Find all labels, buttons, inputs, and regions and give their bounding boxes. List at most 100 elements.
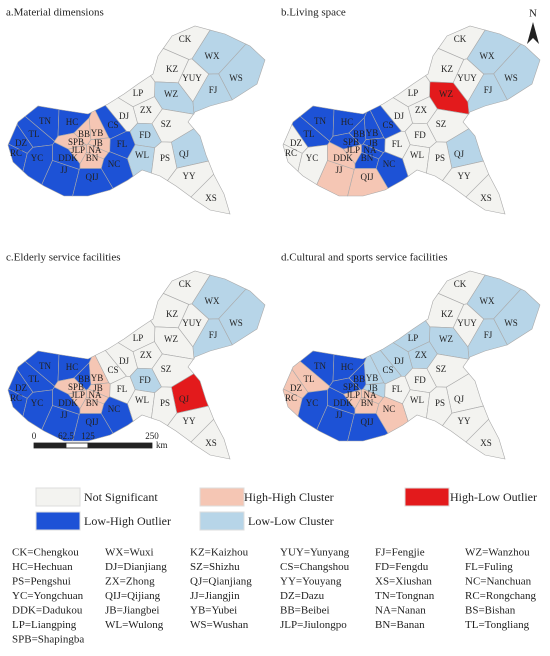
district-label: CS <box>107 365 118 375</box>
district-label: JLP <box>346 390 360 400</box>
key-entry: WX=Wuxi <box>105 547 154 559</box>
district-label: PS <box>160 153 170 163</box>
district-label: JB <box>93 138 103 148</box>
district-label: CS <box>107 120 118 130</box>
district-label: DZ <box>290 383 302 393</box>
district-label: JJ <box>335 165 343 175</box>
panel-title: b.Living space <box>281 7 346 19</box>
district <box>100 151 134 189</box>
district-label: TN <box>314 116 326 126</box>
district-label: LP <box>408 333 419 343</box>
district-label: WX <box>480 51 495 61</box>
district-label: YY <box>458 171 471 181</box>
district-label: FJ <box>209 330 218 340</box>
legend-label: Low-Low Cluster <box>248 514 334 528</box>
district-label: FD <box>139 375 151 385</box>
district-label: BN <box>86 153 99 163</box>
legend-swatch <box>199 487 245 507</box>
district-label: TL <box>29 374 40 384</box>
district-label: WZ <box>164 89 178 99</box>
district-label: WS <box>504 73 518 83</box>
district-label: WX <box>205 51 220 61</box>
district-label: JLP <box>71 145 85 155</box>
key-entry: CK=Chengkou <box>12 547 79 559</box>
district-label: CS <box>382 365 393 375</box>
district-label: HC <box>66 117 79 127</box>
district-label: NA <box>364 390 377 400</box>
key-entry: SZ=Shizhu <box>190 561 240 573</box>
district-label: FD <box>414 130 426 140</box>
district-label: YB <box>366 128 379 138</box>
district-label: RC <box>10 148 22 158</box>
district-label: DDK <box>333 153 353 163</box>
district-label: XS <box>205 193 217 203</box>
key-entry: BB=Beibei <box>280 605 330 617</box>
district-label: TL <box>29 129 40 139</box>
key-entry: WL=Wulong <box>105 619 164 631</box>
district-label: YUY <box>457 318 477 328</box>
district-label: JJ <box>335 410 343 420</box>
district <box>347 168 389 197</box>
key-entry: BS=Bishan <box>465 605 516 617</box>
district-label: FL <box>117 139 128 149</box>
scale-bar <box>33 442 67 449</box>
key-entry: JJ=Jiangjin <box>190 590 240 602</box>
district-label: JJ <box>60 165 68 175</box>
district-label: QIJ <box>86 417 99 427</box>
district-label: WL <box>410 395 424 405</box>
district-label: WL <box>135 395 149 405</box>
key-entry: WZ=Wanzhou <box>465 547 530 559</box>
district-label: FL <box>117 384 128 394</box>
district <box>72 413 114 442</box>
north-arrow <box>527 22 539 44</box>
district-label: YC <box>306 153 319 163</box>
key-entry: FJ=Fengjie <box>375 547 425 559</box>
district-label: JLP <box>71 390 85 400</box>
district-label: XS <box>205 438 217 448</box>
district-label: WZ <box>164 334 178 344</box>
district-label: CK <box>454 34 467 44</box>
district-label: WS <box>229 73 243 83</box>
map-panel: c.Elderly service facilities CK WX KZ YUY WS F… <box>6 252 266 460</box>
district <box>465 173 506 215</box>
district <box>100 396 134 434</box>
legend-label: High-Low Outlier <box>450 490 537 504</box>
key-entry: NA=Nanan <box>375 605 426 617</box>
key-entry: JB=Jiangbei <box>105 605 159 617</box>
district-label: WL <box>410 150 424 160</box>
key-entry: ZX=Zhong <box>105 576 155 588</box>
district-label: BN <box>86 398 99 408</box>
district-label: QIJ <box>361 172 374 182</box>
key-entry: SPB=Shapingba <box>12 634 84 646</box>
district-label: YB <box>91 128 104 138</box>
district-label: CS <box>382 120 393 130</box>
scale-tick: 0 <box>32 431 37 441</box>
district-label: NA <box>89 145 102 155</box>
key-entry: TL=Tongliang <box>465 619 530 631</box>
scale-tick: 125 <box>81 431 95 441</box>
district-label: NC <box>383 159 396 169</box>
district-label: DZ <box>15 383 27 393</box>
district-label: NC <box>108 404 121 414</box>
district-label: NC <box>383 404 396 414</box>
key-entry: LP=Liangping <box>12 619 77 631</box>
district <box>465 418 506 460</box>
district-label: KZ <box>166 309 178 319</box>
district-label: TN <box>314 361 326 371</box>
key-entry: YY=Youyang <box>280 576 342 588</box>
district-label: DZ <box>290 138 302 148</box>
district-label: PS <box>435 398 445 408</box>
panel-title: d.Cultural and sports service facilities <box>281 252 447 264</box>
district-label: FL <box>392 139 403 149</box>
district-label: NA <box>89 390 102 400</box>
panel-title: c.Elderly service facilities <box>6 252 121 264</box>
scale-tick: 250 <box>145 431 159 441</box>
district-label: BB <box>78 129 90 139</box>
district-label: JLP <box>346 145 360 155</box>
district-label: PS <box>160 398 170 408</box>
scale-unit: km <box>156 440 168 450</box>
district-label: TN <box>39 361 51 371</box>
panel-title: a.Material dimensions <box>6 7 104 19</box>
district-label: NC <box>108 159 121 169</box>
district-label: YC <box>306 398 319 408</box>
